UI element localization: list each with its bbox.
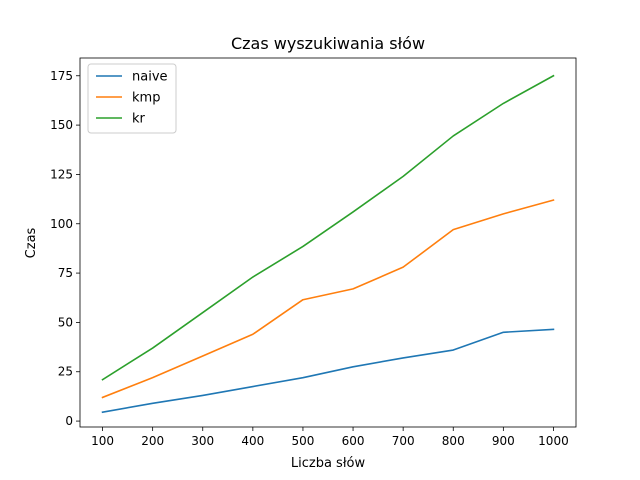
x-tick-label-1000: 1000 <box>538 434 569 448</box>
legend-box <box>87 63 177 134</box>
y-tick-label-50: 50 <box>58 315 73 329</box>
y-tick-label-0: 0 <box>65 414 73 428</box>
x-tick-label-600: 600 <box>342 434 365 448</box>
x-tick-label-200: 200 <box>141 434 164 448</box>
x-tick-label-800: 800 <box>442 434 465 448</box>
x-tick-label-300: 300 <box>191 434 214 448</box>
x-tick-label-500: 500 <box>291 434 314 448</box>
x-tick-label-900: 900 <box>492 434 515 448</box>
y-tick-label-75: 75 <box>58 266 73 280</box>
y-tick-label-150: 150 <box>50 118 73 132</box>
y-axis-label: Czas <box>24 227 39 258</box>
chart-title: Czas wyszukiwania słów <box>231 34 425 53</box>
legend-label-kmp: kmp <box>132 91 160 106</box>
x-tick-label-100: 100 <box>91 434 114 448</box>
legend-label-kr: kr <box>132 112 146 127</box>
x-tick-label-400: 400 <box>241 434 264 448</box>
plot-area: 100 200 300 400 500 600 700 800 900 1000 0 25 50 75 10… <box>50 57 577 448</box>
legend-label-naive: naive <box>132 70 168 85</box>
y-tick-label-25: 25 <box>58 365 73 379</box>
series-line-naive <box>101 328 555 414</box>
axes-frame <box>79 57 577 428</box>
x-axis-label: Liczba słów <box>291 456 366 471</box>
series-line-kr <box>101 74 555 381</box>
x-tick-label-700: 700 <box>392 434 415 448</box>
y-tick-label-100: 100 <box>50 217 73 231</box>
y-tick-label-125: 125 <box>50 167 73 181</box>
series-line-kmp <box>101 199 555 399</box>
y-tick-label-175: 175 <box>50 69 73 83</box>
